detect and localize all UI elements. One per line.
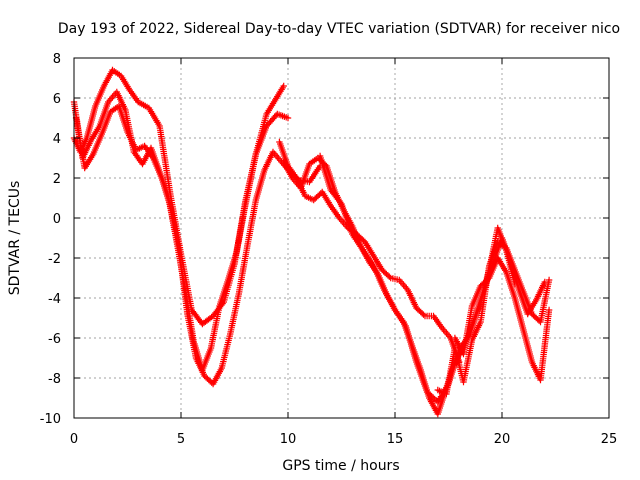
y-tick-label: -2	[48, 252, 61, 267]
y-tick-label: 4	[53, 132, 61, 147]
y-tick-labels: -10 -8 -6 -4 -2 0 2 4 6 8	[40, 52, 61, 427]
series-track-8	[434, 238, 553, 398]
y-tick-label: -8	[48, 372, 61, 387]
series-track-4	[276, 138, 463, 366]
y-tick-label: -4	[48, 292, 61, 307]
x-axis-label: GPS time / hours	[282, 458, 399, 474]
marker-trace	[451, 254, 553, 384]
chart-title: Day 193 of 2022, Sidereal Day-to-day VTE…	[58, 21, 620, 37]
y-tick-label: 8	[53, 52, 61, 67]
series-track-3	[72, 102, 324, 388]
data-points	[70, 66, 553, 418]
x-tick-label: 10	[280, 432, 297, 447]
x-tick-label: 25	[601, 432, 618, 447]
series-track-7	[451, 254, 553, 384]
grid-lines	[74, 58, 609, 418]
marker-trace	[276, 138, 463, 366]
x-tick-labels: 0 5 10 15 20 25	[70, 432, 617, 447]
marker-trace	[434, 238, 553, 398]
y-axis-label: SDTVAR / TECUs	[7, 181, 23, 296]
y-tick-label: -6	[48, 332, 61, 347]
marker-trace	[72, 102, 324, 388]
axis-ticks	[73, 57, 610, 419]
y-tick-label: 6	[53, 92, 61, 107]
y-tick-label: 0	[53, 212, 61, 227]
y-tick-label: 2	[53, 172, 61, 187]
x-tick-label: 20	[494, 432, 511, 447]
plot-frame	[73, 57, 610, 419]
y-tick-label: -10	[40, 412, 61, 427]
x-tick-label: 0	[70, 432, 78, 447]
x-tick-label: 15	[387, 432, 404, 447]
x-tick-label: 5	[177, 432, 185, 447]
